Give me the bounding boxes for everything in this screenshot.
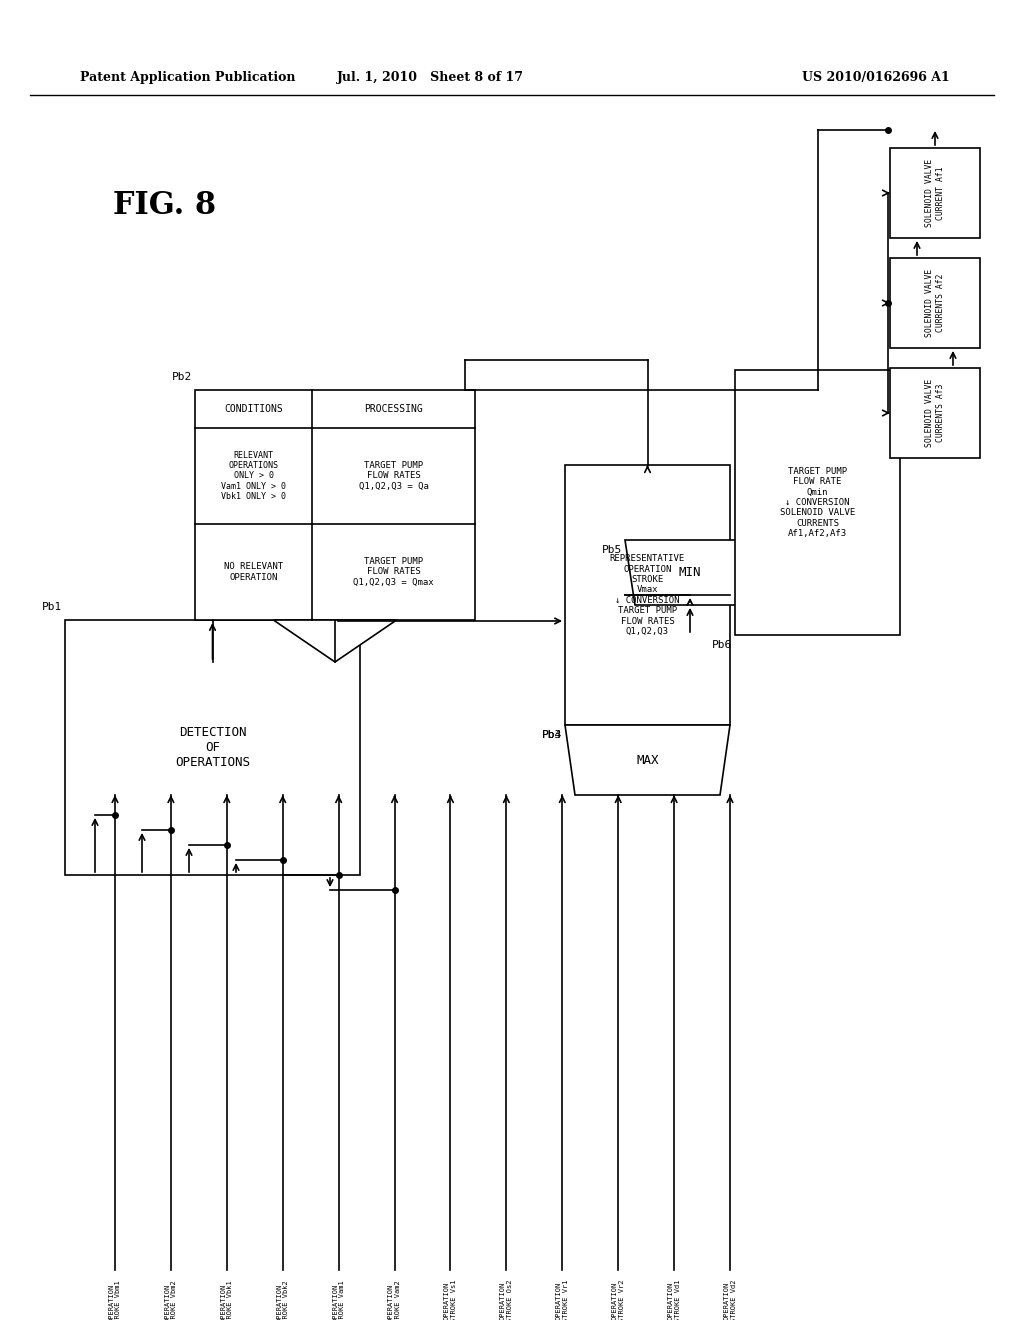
Text: OPERATION
STROKE Vbk1: OPERATION STROKE Vbk1 bbox=[220, 1280, 233, 1320]
Text: Pb1: Pb1 bbox=[42, 602, 62, 612]
Polygon shape bbox=[273, 620, 396, 663]
Text: Pb2: Pb2 bbox=[172, 372, 193, 381]
Bar bbox=[890, 257, 980, 348]
Text: REPRESENTATIVE
OPERATION
STROKE
Vmax
↓ CONVERSION
TARGET PUMP
FLOW RATES
Q1,Q2,Q: REPRESENTATIVE OPERATION STROKE Vmax ↓ C… bbox=[610, 554, 685, 636]
Bar bbox=[890, 148, 980, 238]
Text: Pb3: Pb3 bbox=[542, 730, 562, 741]
Text: OPERATION
STROKE Vd2: OPERATION STROKE Vd2 bbox=[724, 1280, 736, 1320]
Bar bbox=[890, 368, 980, 458]
Text: SOLENOID VALVE
CURRENT Af1: SOLENOID VALVE CURRENT Af1 bbox=[926, 158, 945, 227]
Bar bbox=[565, 465, 730, 725]
Text: Pb5: Pb5 bbox=[602, 545, 622, 554]
Text: OPERATION
STROKE Vbm1: OPERATION STROKE Vbm1 bbox=[109, 1280, 122, 1320]
Text: NO RELEVANT
OPERATION: NO RELEVANT OPERATION bbox=[224, 562, 283, 582]
Bar bbox=[735, 370, 900, 635]
Text: OPERATION
STROKE Vr1: OPERATION STROKE Vr1 bbox=[556, 1280, 568, 1320]
Bar bbox=[65, 620, 360, 875]
Polygon shape bbox=[565, 725, 730, 795]
Text: OPERATION
STROKE Vr2: OPERATION STROKE Vr2 bbox=[611, 1280, 625, 1320]
Text: FIG. 8: FIG. 8 bbox=[114, 190, 216, 220]
Polygon shape bbox=[625, 540, 755, 605]
Text: Pb6: Pb6 bbox=[712, 640, 732, 649]
Text: MIN: MIN bbox=[679, 566, 701, 579]
Text: Jul. 1, 2010   Sheet 8 of 17: Jul. 1, 2010 Sheet 8 of 17 bbox=[337, 71, 523, 84]
Text: OPERATION
STROKE Os2: OPERATION STROKE Os2 bbox=[500, 1280, 513, 1320]
Text: OPERATION
STROKE Vam1: OPERATION STROKE Vam1 bbox=[332, 1280, 345, 1320]
Text: RELEVANT
OPERATIONS
ONLY > 0
Vam1 ONLY > 0
Vbk1 ONLY > 0: RELEVANT OPERATIONS ONLY > 0 Vam1 ONLY >… bbox=[221, 450, 286, 502]
Text: Pb4: Pb4 bbox=[542, 730, 562, 741]
Text: TARGET PUMP
FLOW RATE
Qmin
↓ CONVERSION
SOLENOID VALVE
CURRENTS
Af1,Af2,Af3: TARGET PUMP FLOW RATE Qmin ↓ CONVERSION … bbox=[780, 467, 855, 539]
Text: CONDITIONS: CONDITIONS bbox=[224, 404, 283, 414]
Text: Patent Application Publication: Patent Application Publication bbox=[80, 71, 296, 84]
Text: MAX: MAX bbox=[636, 754, 658, 767]
Text: OPERATION
STROKE Vs1: OPERATION STROKE Vs1 bbox=[444, 1280, 457, 1320]
Text: US 2010/0162696 A1: US 2010/0162696 A1 bbox=[802, 71, 950, 84]
Text: DETECTION
OF
OPERATIONS: DETECTION OF OPERATIONS bbox=[175, 726, 250, 770]
Text: OPERATION
STROKE Vd1: OPERATION STROKE Vd1 bbox=[668, 1280, 681, 1320]
Text: TARGET PUMP
FLOW RATES
Q1,Q2,Q3 = Qmax: TARGET PUMP FLOW RATES Q1,Q2,Q3 = Qmax bbox=[353, 557, 434, 587]
Text: SOLENOID VALVE
CURRENTS Af2: SOLENOID VALVE CURRENTS Af2 bbox=[926, 269, 945, 337]
Text: OPERATION
STROKE Vbk2: OPERATION STROKE Vbk2 bbox=[276, 1280, 289, 1320]
Text: OPERATION
STROKE Vam2: OPERATION STROKE Vam2 bbox=[388, 1280, 401, 1320]
Text: SOLENOID VALVE
CURRENTS Af3: SOLENOID VALVE CURRENTS Af3 bbox=[926, 379, 945, 447]
Text: PROCESSING: PROCESSING bbox=[365, 404, 423, 414]
Text: TARGET PUMP
FLOW RATES
Q1,Q2,Q3 = Qa: TARGET PUMP FLOW RATES Q1,Q2,Q3 = Qa bbox=[358, 461, 428, 491]
Bar bbox=[195, 389, 475, 620]
Text: OPERATION
STROKE Vbm2: OPERATION STROKE Vbm2 bbox=[165, 1280, 177, 1320]
